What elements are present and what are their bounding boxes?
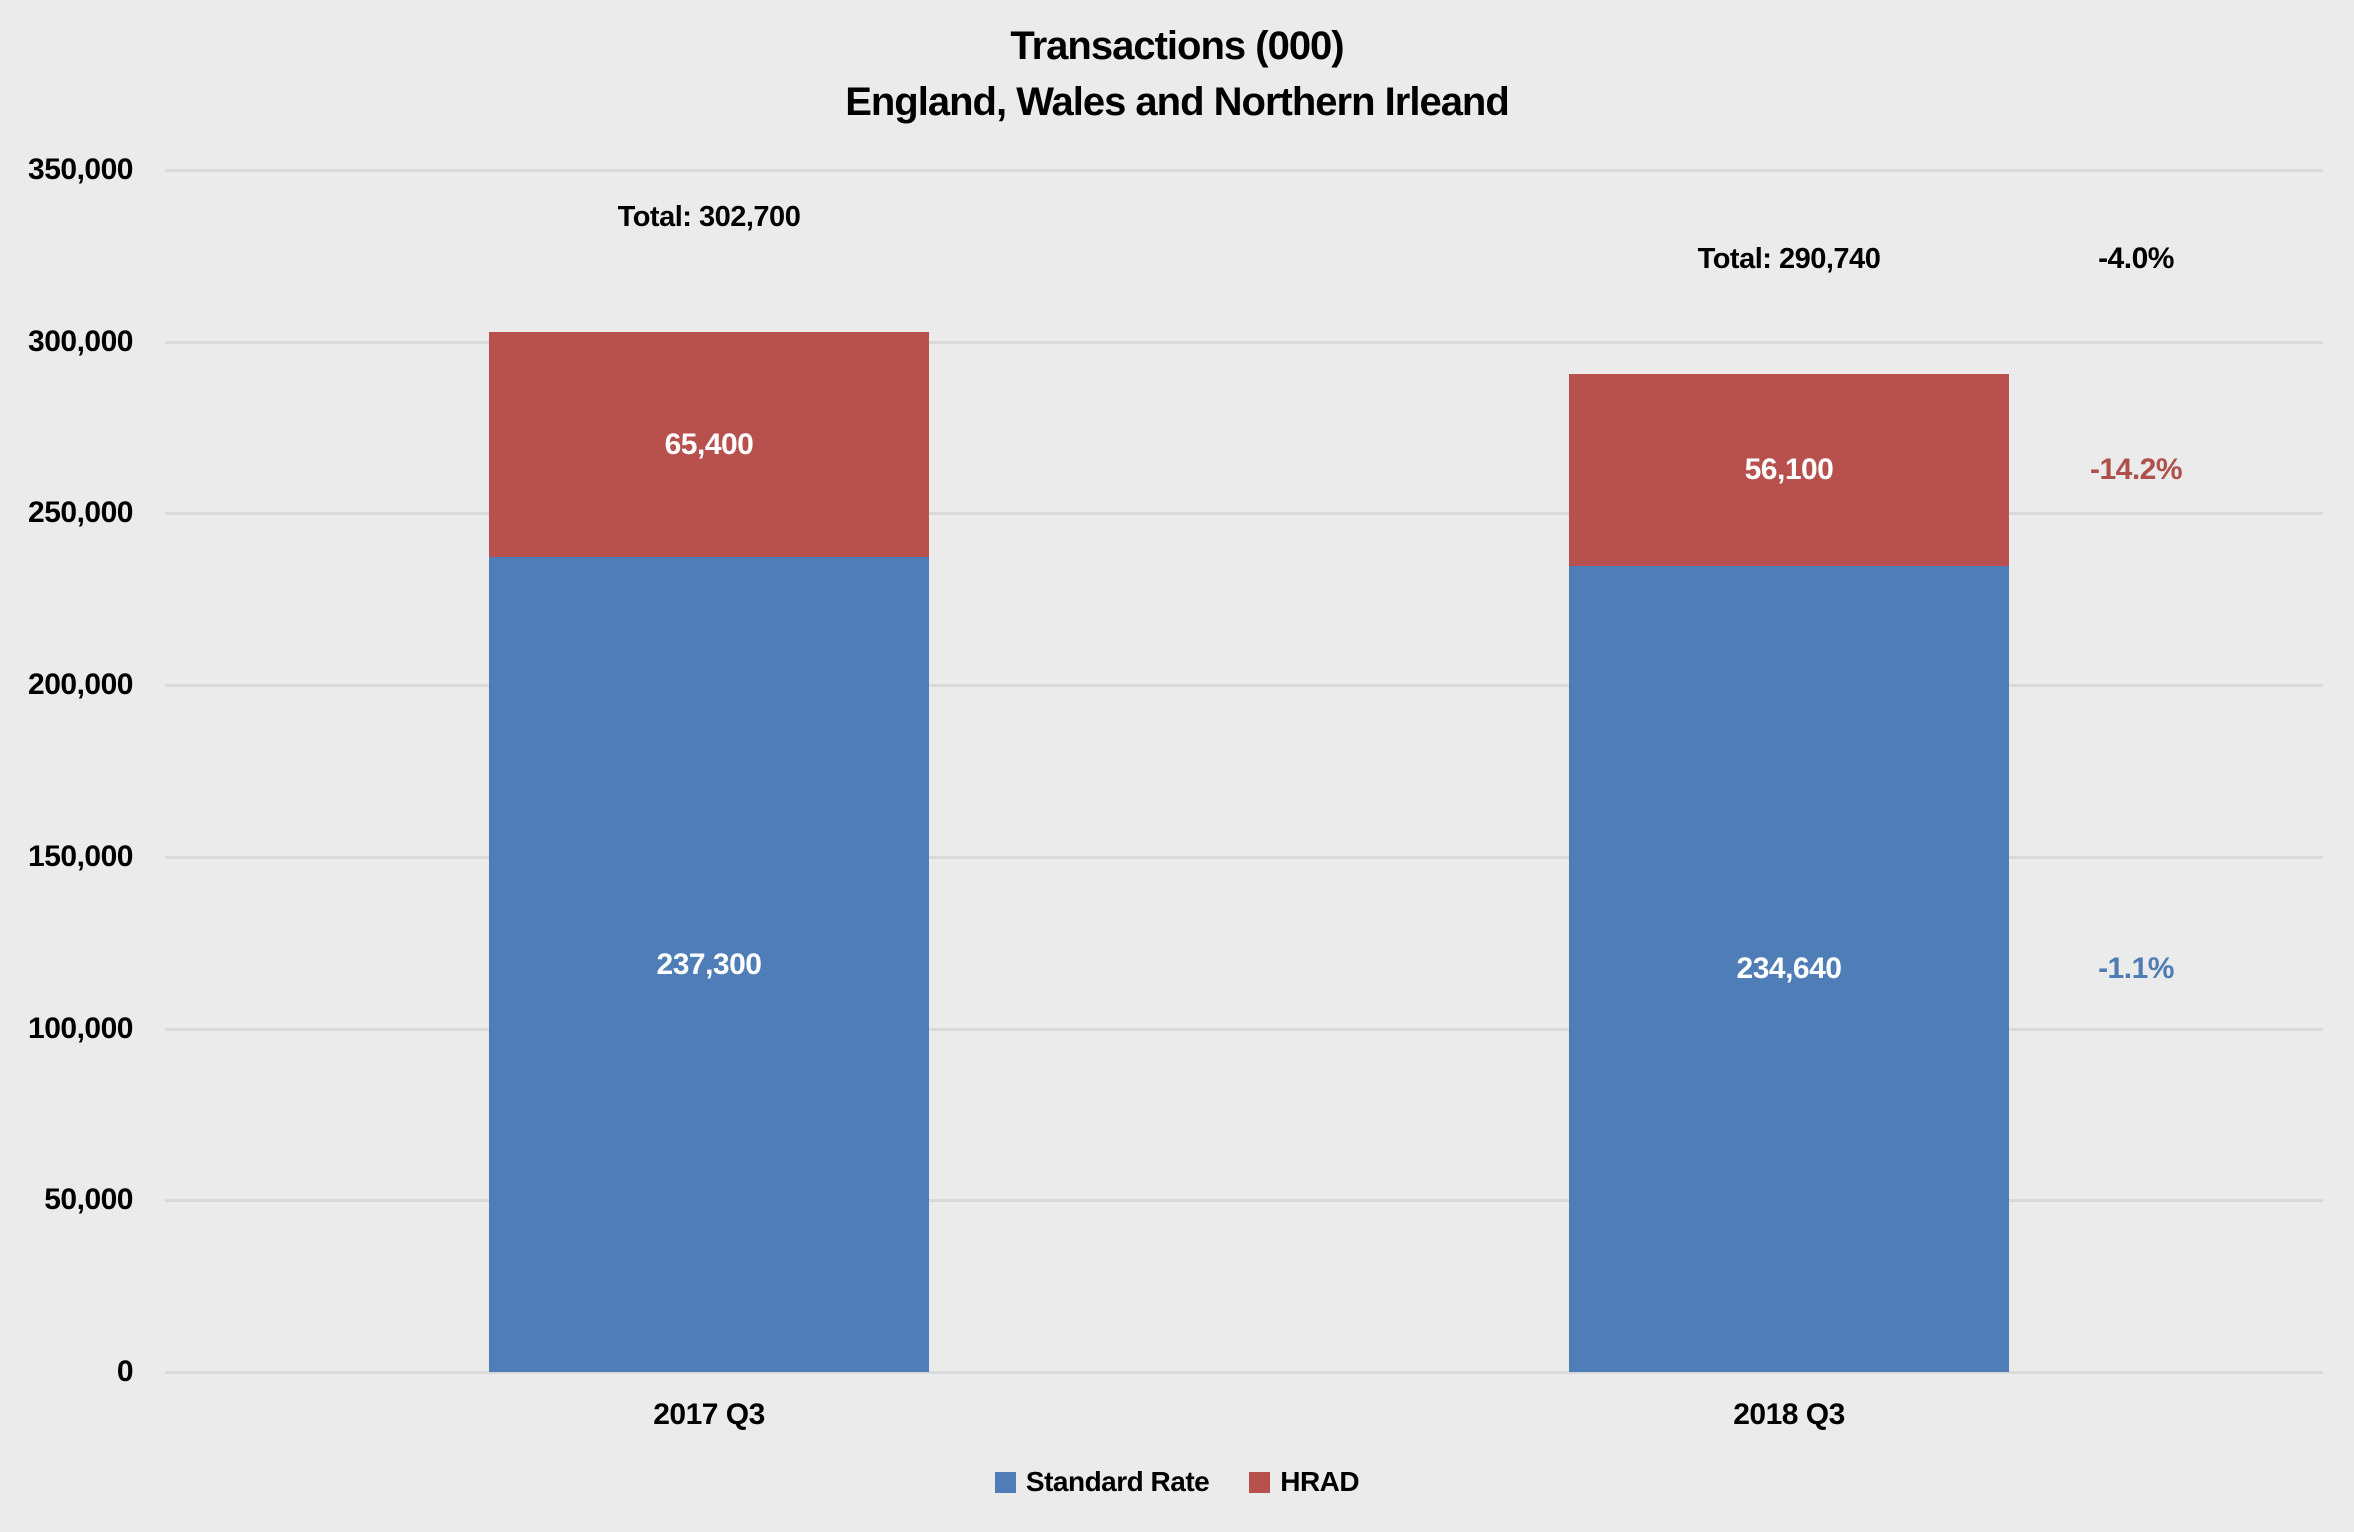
y-axis-tick-label: 200,000	[28, 668, 133, 702]
y-axis-tick-label: 300,000	[28, 324, 133, 358]
bar-segment-standard-rate	[489, 557, 929, 1372]
gridline	[165, 1199, 2323, 1203]
gridline	[165, 340, 2323, 344]
y-axis-tick-label: 250,000	[28, 496, 133, 530]
y-axis-tick-label: 50,000	[44, 1183, 133, 1217]
chart-subtitle: England, Wales and Northern Irleand	[845, 80, 1510, 124]
x-axis-category-label: 2018 Q3	[1733, 1398, 1845, 1431]
gridline	[165, 512, 2323, 516]
standard-change-label: -1.1%	[2098, 952, 2174, 986]
legend-item-standard-rate: Standard Rate	[994, 1466, 1210, 1498]
legend: Standard Rate HRAD	[0, 1466, 2354, 1498]
bar-segment-standard-rate	[1569, 566, 2009, 1372]
legend-swatch-standard-rate-icon	[994, 1471, 1016, 1493]
bar-segment-hrad	[1569, 373, 2009, 567]
y-axis-tick-label: 100,000	[28, 1011, 133, 1045]
gridline	[165, 684, 2323, 688]
chart-title-block: Transactions (000) England, Wales and No…	[0, 18, 2354, 130]
bar-segment-hrad	[489, 332, 929, 558]
x-axis-category-label: 2017 Q3	[653, 1398, 765, 1431]
gridline	[165, 169, 2323, 172]
total-label: Total: 302,700	[617, 201, 801, 234]
gridline	[165, 1027, 2323, 1031]
bar-value-label-hrad: 56,100	[1744, 452, 1834, 486]
bar-value-label-standard-rate: 237,300	[656, 947, 762, 981]
chart-title: Transactions (000)	[1010, 24, 1344, 68]
gridline	[165, 855, 2323, 859]
bar-value-label-standard-rate: 234,640	[1736, 952, 1842, 986]
hrad-change-label: -14.2%	[2089, 452, 2183, 486]
legend-label-standard-rate: Standard Rate	[1025, 1466, 1210, 1497]
legend-label-hrad: HRAD	[1280, 1466, 1360, 1497]
y-axis-tick-label: 0	[116, 1355, 134, 1388]
y-axis-tick-label: 350,000	[28, 153, 133, 186]
legend-swatch-hrad-icon	[1249, 1471, 1271, 1493]
total-change-label: -4.0%	[2098, 241, 2174, 275]
gridline	[165, 1371, 2323, 1374]
legend-item-hrad: HRAD	[1249, 1466, 1360, 1498]
bar-value-label-hrad: 65,400	[664, 427, 754, 461]
total-label: Total: 290,740	[1697, 242, 1881, 275]
y-axis-tick-label: 150,000	[28, 839, 133, 873]
